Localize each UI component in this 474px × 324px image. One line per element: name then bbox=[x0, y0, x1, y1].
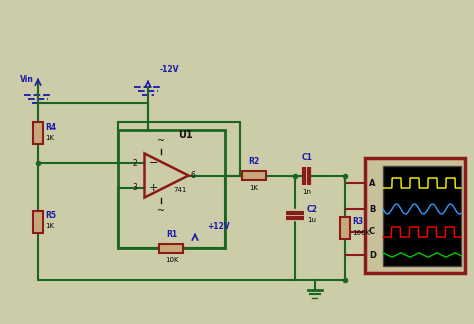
Text: +12V: +12V bbox=[207, 222, 229, 231]
Bar bbox=[365, 158, 465, 273]
Bar bbox=[159, 244, 183, 252]
Bar bbox=[242, 171, 266, 180]
Bar bbox=[118, 130, 225, 248]
Text: 6: 6 bbox=[191, 171, 195, 180]
Text: ~: ~ bbox=[157, 205, 165, 215]
Text: 1K: 1K bbox=[249, 184, 258, 191]
Text: R1: R1 bbox=[166, 230, 177, 239]
Text: A: A bbox=[369, 179, 375, 188]
Text: R5: R5 bbox=[45, 211, 56, 220]
Text: C2: C2 bbox=[307, 205, 318, 214]
Text: B: B bbox=[369, 204, 375, 214]
Text: 1K: 1K bbox=[45, 224, 54, 229]
Text: D: D bbox=[369, 250, 376, 260]
Text: +: + bbox=[148, 183, 158, 193]
Text: 3: 3 bbox=[133, 183, 137, 192]
Text: ~: ~ bbox=[157, 135, 165, 145]
Text: R2: R2 bbox=[248, 157, 260, 167]
Text: 741: 741 bbox=[173, 188, 186, 193]
Text: R3: R3 bbox=[352, 217, 363, 226]
Text: -12V: -12V bbox=[160, 65, 180, 74]
Text: 10K: 10K bbox=[165, 257, 178, 263]
Bar bbox=[340, 217, 350, 239]
Text: C: C bbox=[369, 227, 375, 237]
Text: R4: R4 bbox=[45, 122, 56, 132]
Bar bbox=[383, 166, 461, 266]
Text: 1K: 1K bbox=[45, 135, 54, 141]
Text: −: − bbox=[148, 158, 158, 168]
Text: 1n: 1n bbox=[302, 189, 311, 194]
Bar bbox=[33, 211, 43, 233]
Text: Vin: Vin bbox=[20, 75, 34, 84]
Text: C1: C1 bbox=[301, 154, 312, 163]
Text: U1: U1 bbox=[178, 130, 192, 140]
Bar bbox=[33, 122, 43, 144]
Text: 1u: 1u bbox=[307, 217, 316, 223]
Text: 100K: 100K bbox=[352, 230, 370, 236]
Polygon shape bbox=[145, 154, 189, 198]
Text: 2: 2 bbox=[133, 158, 137, 168]
